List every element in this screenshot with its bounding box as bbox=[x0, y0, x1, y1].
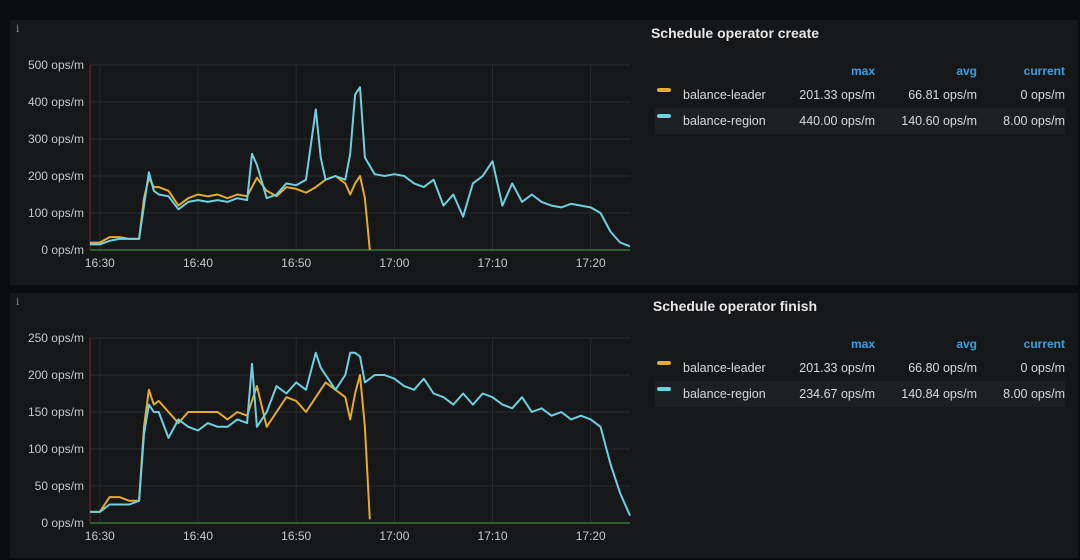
x-tick-label: 17:10 bbox=[478, 529, 508, 543]
legend-header-current[interactable]: current bbox=[1023, 64, 1065, 78]
series-avg: 140.84 ops/m bbox=[901, 387, 977, 401]
info-icon[interactable]: i bbox=[16, 24, 20, 35]
x-tick-label: 17:10 bbox=[478, 256, 508, 270]
legend-header-max[interactable]: max bbox=[850, 64, 875, 78]
series-max: 440.00 ops/m bbox=[799, 114, 875, 128]
y-tick-label: 100 ops/m bbox=[28, 442, 84, 456]
y-tick-label: 200 ops/m bbox=[28, 368, 84, 382]
series-avg: 66.81 ops/m bbox=[908, 88, 977, 102]
x-tick-label: 17:00 bbox=[379, 529, 409, 543]
legend-row-balance-region[interactable]: balance-region 440.00 ops/m 140.60 ops/m… bbox=[655, 108, 1065, 134]
legend: max avg current balance-leader 201.33 op… bbox=[655, 64, 1065, 134]
legend-header-current[interactable]: current bbox=[1023, 337, 1065, 351]
series-color-swatch[interactable] bbox=[657, 114, 671, 118]
y-tick-label: 500 ops/m bbox=[28, 58, 84, 72]
x-tick-label: 17:20 bbox=[576, 256, 606, 270]
y-tick-label: 50 ops/m bbox=[35, 479, 84, 493]
series-current: 0 ops/m bbox=[1020, 361, 1065, 375]
series-avg: 66.80 ops/m bbox=[908, 361, 977, 375]
panel-schedule-operator-finish: i Schedule operator finish 0 ops/m 50 ops… bbox=[10, 293, 1078, 558]
series-max: 201.33 ops/m bbox=[799, 361, 875, 375]
y-tick-label: 150 ops/m bbox=[28, 405, 84, 419]
info-icon[interactable]: i bbox=[16, 297, 20, 308]
legend-header-avg[interactable]: avg bbox=[956, 64, 977, 78]
series-current: 8.00 ops/m bbox=[1003, 387, 1065, 401]
series-color-swatch[interactable] bbox=[657, 88, 671, 92]
series-line-balance-leader[interactable] bbox=[90, 374, 371, 520]
x-tick-label: 16:50 bbox=[281, 529, 311, 543]
legend-header: max avg current bbox=[655, 64, 1065, 82]
x-tick-label: 16:40 bbox=[183, 256, 213, 270]
x-tick-label: 16:50 bbox=[281, 256, 311, 270]
series-name[interactable]: balance-leader bbox=[683, 361, 766, 375]
chart-create: 0 ops/m 100 ops/m 200 ops/m 300 ops/m 400 op… bbox=[28, 58, 631, 270]
series-max: 201.33 ops/m bbox=[799, 88, 875, 102]
y-tick-label: 0 ops/m bbox=[41, 243, 84, 257]
series-current: 0 ops/m bbox=[1020, 88, 1065, 102]
chart-finish: 0 ops/m 50 ops/m 100 ops/m 150 ops/m 200 ops… bbox=[28, 331, 631, 543]
legend-header-max[interactable]: max bbox=[850, 337, 875, 351]
series-line-balance-region[interactable] bbox=[90, 351, 631, 517]
series-name[interactable]: balance-leader bbox=[683, 88, 766, 102]
x-tick-label: 17:00 bbox=[379, 256, 409, 270]
legend-row-balance-leader[interactable]: balance-leader 201.33 ops/m 66.80 ops/m … bbox=[655, 355, 1065, 381]
series-current: 8.00 ops/m bbox=[1003, 114, 1065, 128]
series-line-balance-region[interactable] bbox=[90, 86, 631, 248]
x-tick-label: 17:20 bbox=[576, 529, 606, 543]
legend-row-balance-region[interactable]: balance-region 234.67 ops/m 140.84 ops/m… bbox=[655, 381, 1065, 407]
y-tick-label: 200 ops/m bbox=[28, 169, 84, 183]
y-tick-label: 250 ops/m bbox=[28, 331, 84, 345]
legend-header-avg[interactable]: avg bbox=[956, 337, 977, 351]
series-name[interactable]: balance-region bbox=[683, 114, 766, 128]
legend-header: max avg current bbox=[655, 337, 1065, 355]
panel-schedule-operator-create: i Schedule operator create 0 ops/m 100 op… bbox=[10, 20, 1078, 285]
series-name[interactable]: balance-region bbox=[683, 387, 766, 401]
series-color-swatch[interactable] bbox=[657, 387, 671, 391]
y-tick-label: 0 ops/m bbox=[41, 516, 84, 530]
x-tick-label: 16:40 bbox=[183, 529, 213, 543]
x-tick-label: 16:30 bbox=[85, 256, 115, 270]
y-tick-label: 300 ops/m bbox=[28, 132, 84, 146]
panel-title[interactable]: Schedule operator create bbox=[650, 25, 820, 41]
legend: max avg current balance-leader 201.33 op… bbox=[655, 337, 1065, 407]
x-tick-label: 16:30 bbox=[85, 529, 115, 543]
series-avg: 140.60 ops/m bbox=[901, 114, 977, 128]
series-color-swatch[interactable] bbox=[657, 361, 671, 365]
series-max: 234.67 ops/m bbox=[799, 387, 875, 401]
y-tick-label: 400 ops/m bbox=[28, 95, 84, 109]
panel-title[interactable]: Schedule operator finish bbox=[652, 298, 818, 314]
y-tick-label: 100 ops/m bbox=[28, 206, 84, 220]
legend-row-balance-leader[interactable]: balance-leader 201.33 ops/m 66.81 ops/m … bbox=[655, 82, 1065, 108]
